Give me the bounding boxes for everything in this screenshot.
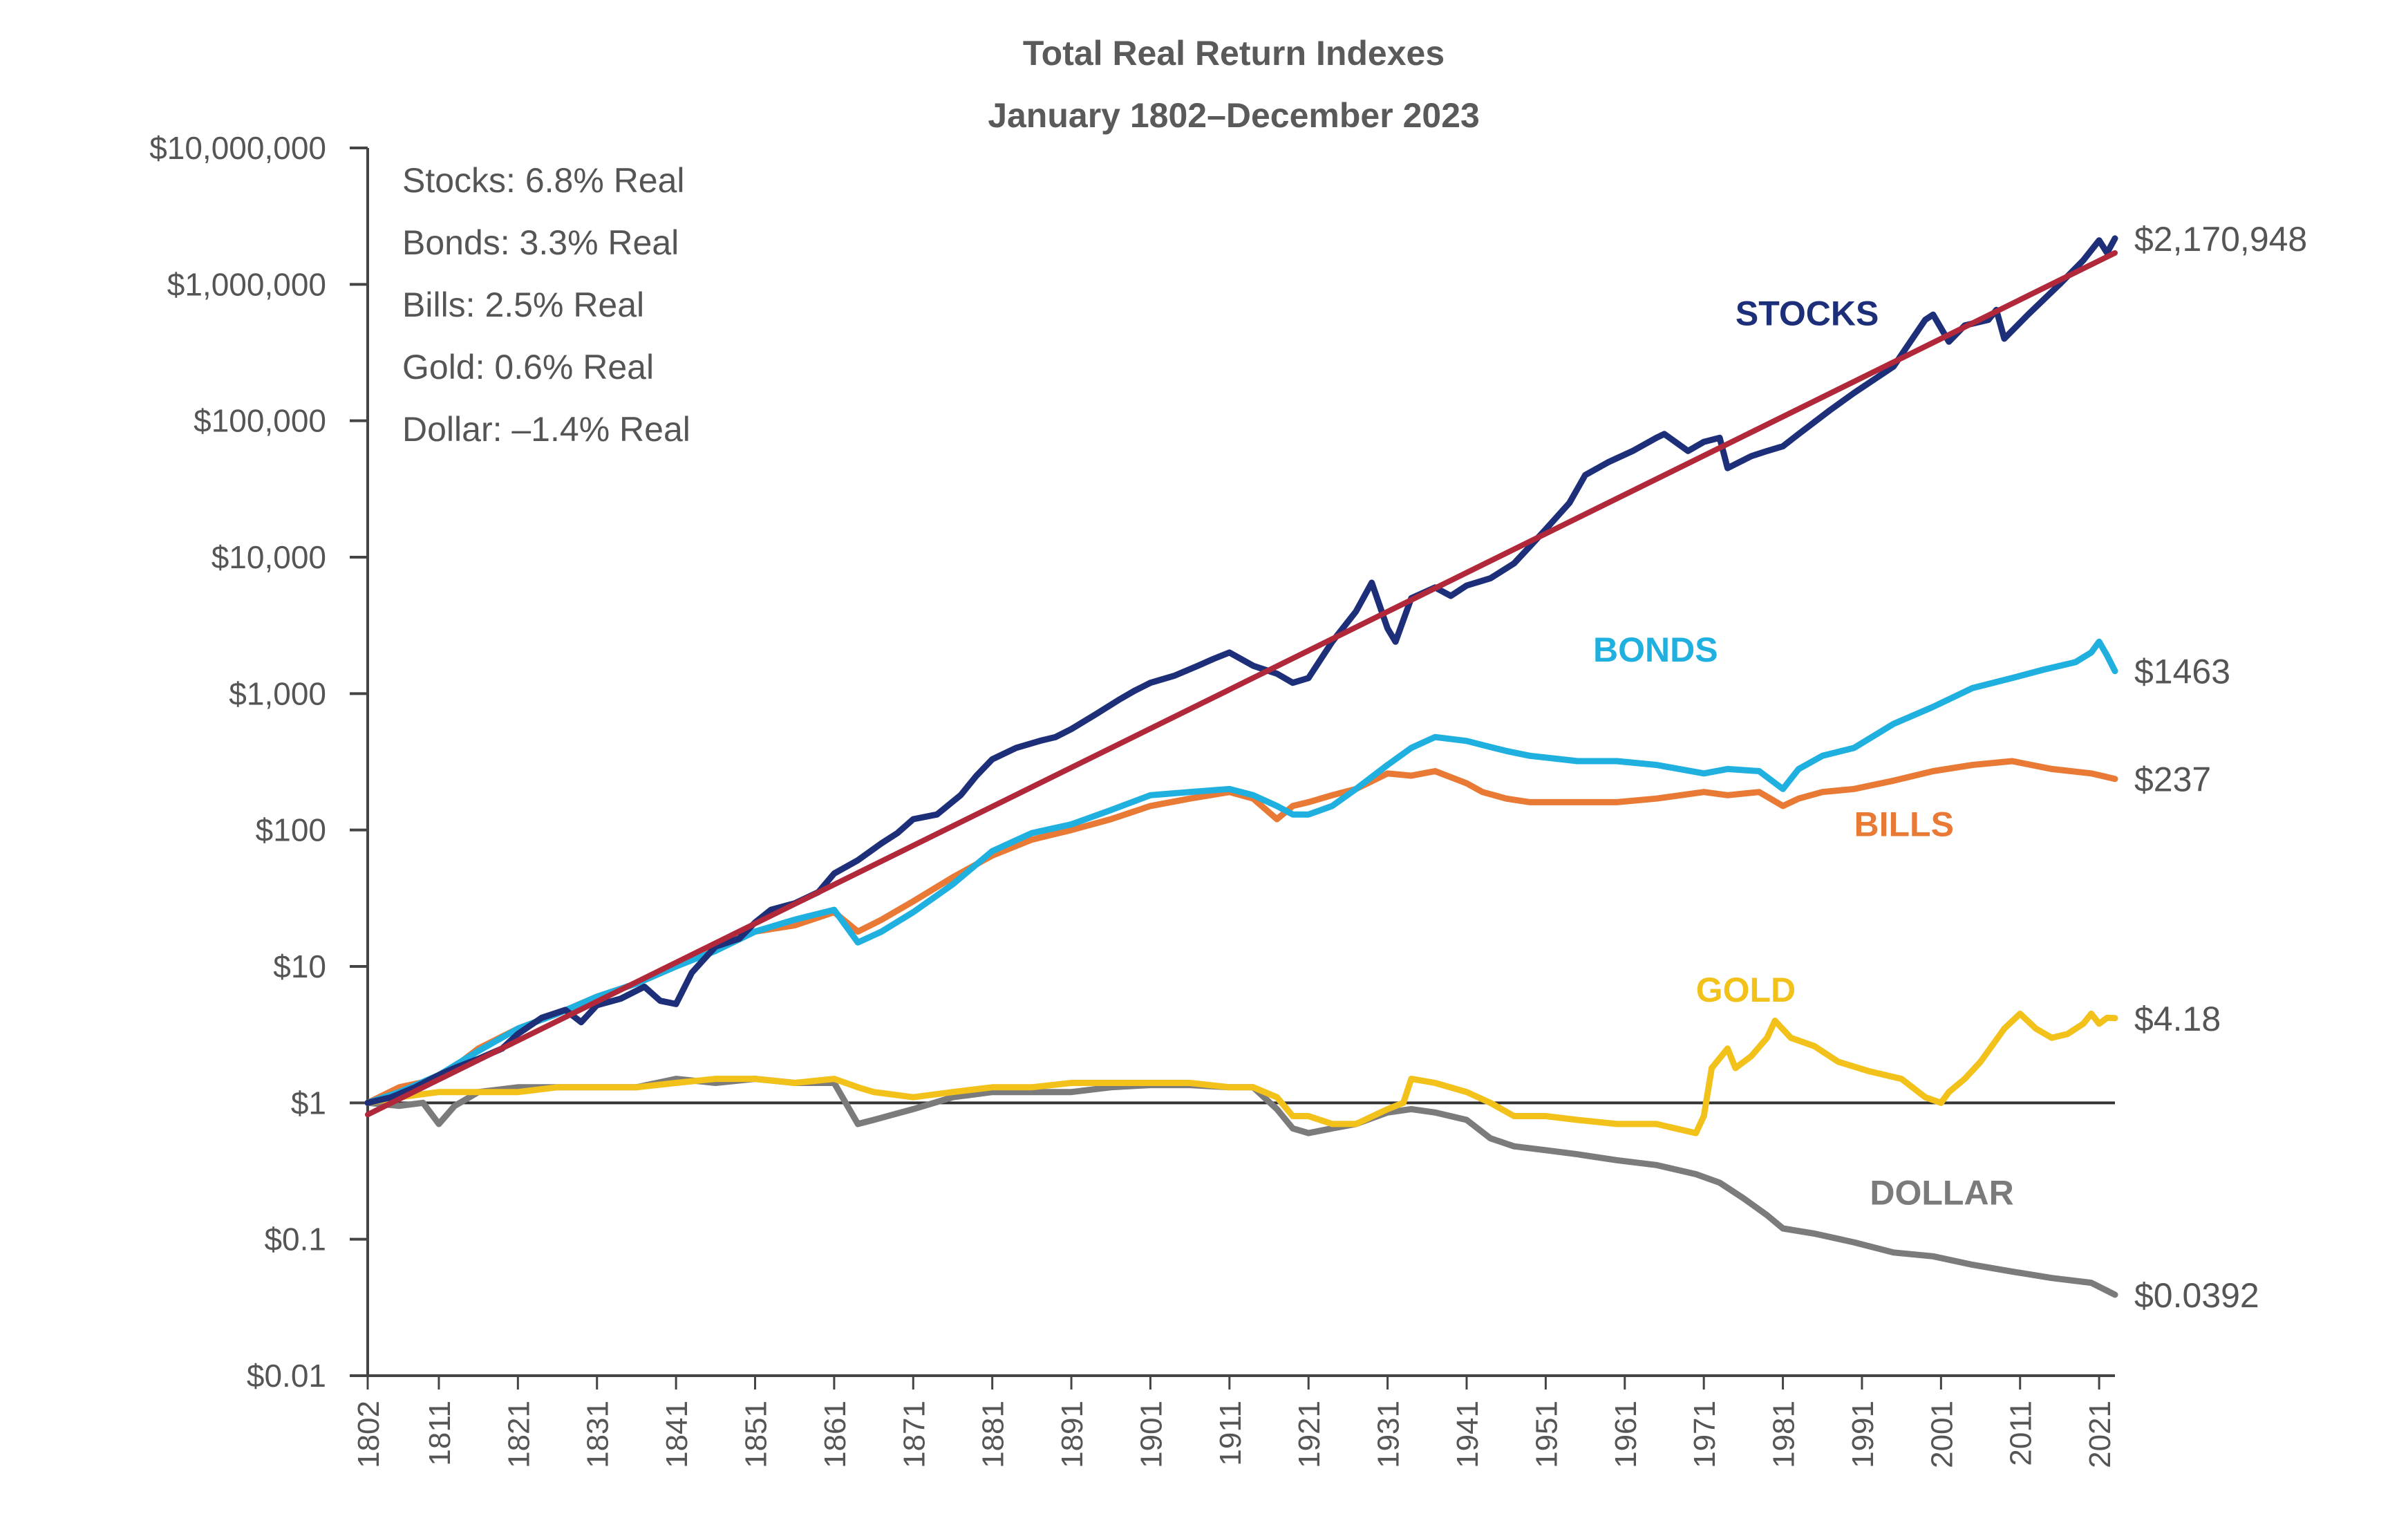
y-tick-label: $10,000,000 [149,130,326,166]
x-tick-label: 1951 [1530,1401,1563,1468]
x-tick-label: 1811 [423,1401,457,1466]
x-tick-label: 1802 [352,1401,386,1468]
y-tick-label: $1,000 [229,675,326,711]
chart-subtitle: January 1802–December 2023 [988,96,1480,135]
y-tick-label: $0.1 [264,1222,326,1257]
x-tick-label: 1981 [1767,1401,1801,1468]
y-tick-label: $100 [256,812,326,848]
trend-line-group [365,250,2118,1118]
x-tick-label: 1831 [581,1401,615,1468]
x-tick-label: 1991 [1846,1401,1880,1468]
x-tick-label: 1921 [1292,1401,1326,1468]
y-tick-label: $1,000,000 [167,266,326,302]
x-tick-label: 1901 [1134,1401,1168,1468]
x-tick-label: 1911 [1214,1401,1248,1466]
x-axis: 1802 1811 1821 1831 1841 1851 1861 1871 1881 1891… [352,1374,2117,1468]
y-tick-label: $1 [291,1085,326,1121]
x-tick-label: 1941 [1451,1401,1485,1468]
x-tick-label: 2001 [1925,1401,1959,1468]
legend: Stocks: 6.8% Real Bonds: 3.3% Real Bills: … [402,161,690,449]
y-tick-label: $10,000 [211,539,326,575]
gold-series-line [364,1010,2118,1136]
bonds-end-value-label: $1463 [2134,653,2230,691]
x-tick-label: 2021 [2083,1401,2117,1468]
y-tick-label: $10 [273,948,326,984]
y-tick-label: $100,000 [194,403,326,439]
stocks-trend-line [365,250,2118,1118]
legend-line: Gold: 0.6% Real [402,348,654,386]
stocks-series-line [364,235,2118,1106]
x-tick-label: 2011 [2004,1401,2038,1466]
dollar-series-line [364,1076,2118,1298]
dollar-series-label: DOLLAR [1870,1173,2013,1212]
x-tick-label: 1961 [1609,1401,1643,1468]
x-tick-label: 1881 [977,1401,1010,1468]
y-axis: $10,000,000 $1,000,000 $100,000 $10,000 $1,0… [149,130,369,1394]
bills-series-label: BILLS [1854,805,1954,844]
x-tick-label: 1891 [1055,1401,1089,1468]
bills-series-line [364,758,2118,1106]
chart-title: Total Real Return Indexes [1023,34,1445,73]
series-lines [364,235,2118,1298]
x-tick-label: 1871 [897,1401,931,1468]
stocks-series-label: STOCKS [1736,294,1879,333]
x-tick-label: 1971 [1688,1401,1722,1468]
legend-line: Stocks: 6.8% Real [402,161,685,200]
x-tick-label: 1821 [502,1401,536,1468]
x-tick-label: 1851 [740,1401,773,1468]
dollar-end-value-label: $0.0392 [2134,1276,2259,1315]
legend-line: Bonds: 3.3% Real [402,223,679,262]
x-tick-label: 1861 [818,1401,852,1468]
legend-line: Bills: 2.5% Real [402,286,644,324]
x-tick-label: 1931 [1372,1401,1406,1468]
series-labels: STOCKS BONDS BILLS GOLD DOLLAR [1593,294,2014,1213]
legend-line: Dollar: –1.4% Real [402,410,690,449]
bills-end-value-label: $237 [2134,760,2211,799]
x-tick-label: 1841 [660,1401,694,1468]
stocks-end-value-label: $2,170,948 [2134,220,2307,259]
gold-end-value-label: $4.18 [2134,1000,2221,1038]
bonds-series-label: BONDS [1593,630,1718,669]
y-tick-label: $0.01 [247,1358,326,1394]
bonds-series-line [364,638,2118,1106]
end-labels: $2,170,948 $1463 $237 $4.18 $0.0392 [2134,220,2307,1315]
gold-series-label: GOLD [1696,971,1796,1009]
